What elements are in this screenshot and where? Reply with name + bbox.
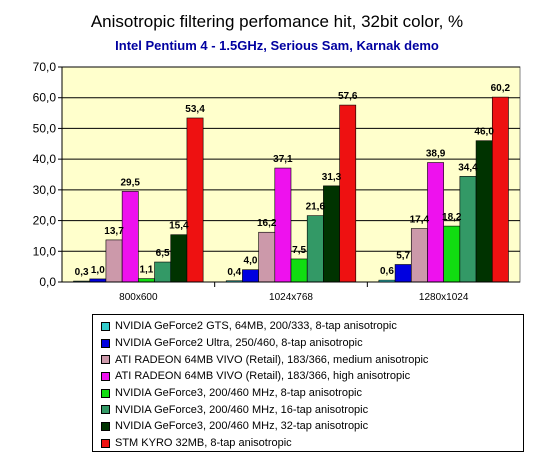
bar — [491, 96, 509, 283]
legend-item: NVIDIA GeForce2 GTS, 64MB, 200/333, 8-ta… — [101, 318, 523, 335]
legend-swatch — [101, 421, 110, 431]
legend-item: ATI RADEON 64MB VIVO (Retail), 183/366, … — [101, 351, 523, 368]
bar — [138, 278, 155, 283]
legend-label: NVIDIA GeForce2 Ultra, 250/460, 8-tap an… — [115, 337, 363, 350]
bar-chart: 0,3 1,0 13,7 29,5 1,16,5 15,4 53,4 0,44,0 16,2 37… — [33, 60, 521, 303]
bar — [242, 269, 259, 283]
y-tick-label: 40,0 — [33, 152, 57, 166]
bar — [186, 117, 204, 283]
legend-swatch — [101, 338, 110, 348]
bar — [323, 185, 340, 283]
data-label: 6,5 — [156, 248, 170, 259]
bar — [274, 167, 292, 283]
y-tick-label: 0,0 — [39, 275, 56, 289]
y-tick-label: 20,0 — [33, 214, 57, 228]
x-category-label: 1280x1024 — [419, 292, 469, 303]
data-label: 46,0 — [474, 127, 494, 138]
bar — [121, 191, 139, 283]
data-label: 17,4 — [410, 215, 430, 226]
legend-item: STM KYRO 32MB, 8-tap anisotropic — [101, 435, 523, 452]
bar — [170, 234, 188, 283]
data-labels: 0,3 1,0 13,7 29,5 1,16,5 15,4 53,4 0,44,0 16,2 37… — [75, 83, 511, 278]
data-label: 0,6 — [380, 266, 394, 277]
data-label: 21,6 — [306, 202, 326, 213]
legend-swatch — [101, 388, 110, 398]
legend-label: NVIDIA GeForce2 GTS, 64MB, 200/333, 8-ta… — [115, 320, 397, 333]
data-label: 18,2 — [442, 212, 462, 223]
data-label: 31,3 — [322, 172, 342, 183]
bar — [410, 228, 428, 283]
x-category-label: 1024x768 — [269, 292, 313, 303]
bar — [394, 264, 412, 283]
bar — [290, 258, 308, 283]
data-label: 0,3 — [75, 267, 89, 278]
legend-item: NVIDIA GeForce3, 200/460 MHz, 32-tap ani… — [101, 418, 523, 435]
data-label: 57,6 — [338, 91, 358, 102]
data-label: 60,2 — [491, 83, 511, 94]
legend-swatch — [101, 371, 110, 381]
y-tick-label: 30,0 — [33, 183, 57, 197]
bar — [306, 215, 324, 283]
chart-title: Anisotropic filtering perfomance hit, 32… — [90, 12, 464, 31]
legend-item: ATI RADEON 64MB VIVO (Retail), 183/366, … — [101, 368, 523, 385]
y-tick-label: 50,0 — [33, 121, 57, 135]
legend-label: NVIDIA GeForce3, 200/460 MHz, 16-tap ani… — [115, 403, 369, 416]
data-label: 1,1 — [139, 265, 153, 276]
bars — [73, 96, 509, 283]
data-label: 1,0 — [91, 265, 105, 276]
bar — [154, 261, 172, 283]
data-label: 13,7 — [104, 226, 124, 237]
bar — [339, 104, 357, 283]
legend-label: NVIDIA GeForce3, 200/460 MHz, 8-tap anis… — [115, 387, 363, 400]
legend-swatch — [101, 405, 110, 415]
legend: NVIDIA GeForce2 GTS, 64MB, 200/333, 8-ta… — [92, 314, 524, 452]
y-tick-label: 70,0 — [33, 60, 57, 74]
legend-label: ATI RADEON 64MB VIVO (Retail), 183/366, … — [115, 353, 429, 366]
legend-label: ATI RADEON 64MB VIVO (Retail), 183/366, … — [115, 370, 411, 383]
legend-item: NVIDIA GeForce2 Ultra, 250/460, 8-tap an… — [101, 335, 523, 352]
x-category-label: 800x600 — [119, 292, 158, 303]
data-label: 34,4 — [458, 162, 478, 173]
data-label: 29,5 — [120, 177, 140, 188]
data-label: 16,2 — [257, 218, 277, 229]
data-label: 38,9 — [426, 149, 446, 160]
bar — [475, 140, 493, 283]
legend-label: STM KYRO 32MB, 8-tap anisotropic — [115, 437, 292, 450]
y-tick-label: 60,0 — [33, 91, 57, 105]
legend-swatch — [101, 321, 110, 331]
y-tick-label: 10,0 — [33, 244, 57, 258]
legend-swatch — [101, 355, 110, 365]
bar — [443, 225, 461, 283]
data-label: 0,4 — [227, 267, 241, 278]
bar — [105, 239, 123, 283]
data-label: 53,4 — [185, 104, 205, 115]
legend-item: NVIDIA GeForce3, 200/460 MHz, 8-tap anis… — [101, 385, 523, 402]
legend-label: NVIDIA GeForce3, 200/460 MHz, 32-tap ani… — [115, 420, 369, 433]
legend-swatch — [101, 438, 110, 448]
data-label: 15,4 — [169, 221, 189, 232]
bar — [459, 176, 477, 283]
chart-subtitle: Intel Pentium 4 - 1.5GHz, Serious Sam, K… — [115, 38, 439, 53]
axes: 0,0 10,0 20,0 30,0 40,0 50,0 60,0 70,0 800x600 10… — [33, 60, 520, 303]
data-label: 4,0 — [244, 256, 258, 267]
bar — [258, 231, 276, 283]
data-label: 5,7 — [396, 250, 410, 261]
data-label: 7,5 — [292, 245, 306, 256]
legend-item: NVIDIA GeForce3, 200/460 MHz, 16-tap ani… — [101, 401, 523, 418]
data-label: 37,1 — [273, 154, 293, 165]
